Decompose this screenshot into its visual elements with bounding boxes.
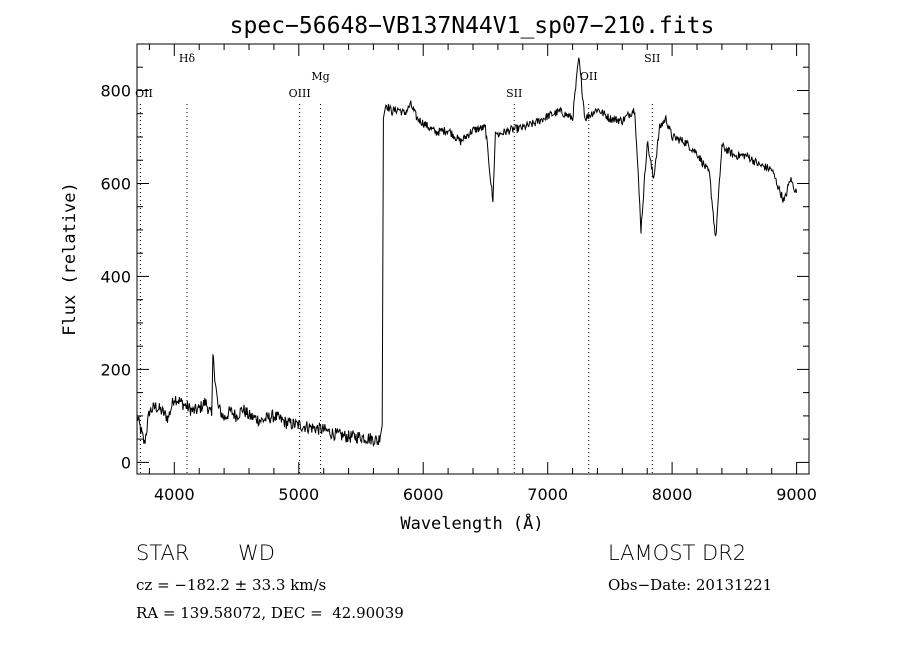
reference-line-label: OII: [135, 87, 153, 100]
reference-line-label: SII: [644, 52, 660, 65]
y-tick-label: 200: [100, 360, 131, 379]
chart-title: spec−56648−VB137N44V1_sp07−210.fits: [230, 13, 715, 39]
y-tick-label: 800: [100, 81, 131, 100]
reference-line-label: SII: [506, 87, 522, 100]
reference-line-label: Mg: [311, 70, 329, 83]
obs-date-readout: Obs−Date: 20131221: [608, 576, 773, 594]
spectrum-series-line: [136, 57, 798, 448]
x-tick-label: 7000: [527, 485, 568, 504]
redshift-readout: cz = −182.2 ± 33.3 km/s: [136, 576, 327, 594]
reference-line-label: OIII: [289, 87, 311, 100]
reference-line-label: Hδ: [179, 52, 196, 65]
coordinates-readout: RA = 139.58072, DEC = 42.90039: [136, 604, 404, 622]
survey-label: LAMOST DR2: [608, 541, 747, 565]
y-tick-label: 400: [100, 267, 131, 286]
y-axis: 0 200 400 600 800: [100, 43, 809, 472]
y-axis-label: Flux (relative): [60, 182, 80, 336]
x-tick-label: 5000: [278, 485, 319, 504]
class-label: STAR: [136, 541, 190, 565]
subclass-label: WD: [238, 541, 275, 565]
x-tick-label: 8000: [652, 485, 693, 504]
x-tick-label: 4000: [154, 485, 195, 504]
plot-frame: [136, 43, 810, 475]
x-tick-label: 9000: [776, 485, 817, 504]
x-axis: 4000 5000 6000 7000 8000 9000: [148, 44, 817, 504]
reference-line-label: OII: [580, 70, 598, 83]
y-tick-label: 0: [121, 453, 131, 472]
x-axis-label: Wavelength (Å): [400, 512, 543, 534]
x-tick-label: 6000: [403, 485, 444, 504]
y-tick-label: 600: [100, 174, 131, 193]
